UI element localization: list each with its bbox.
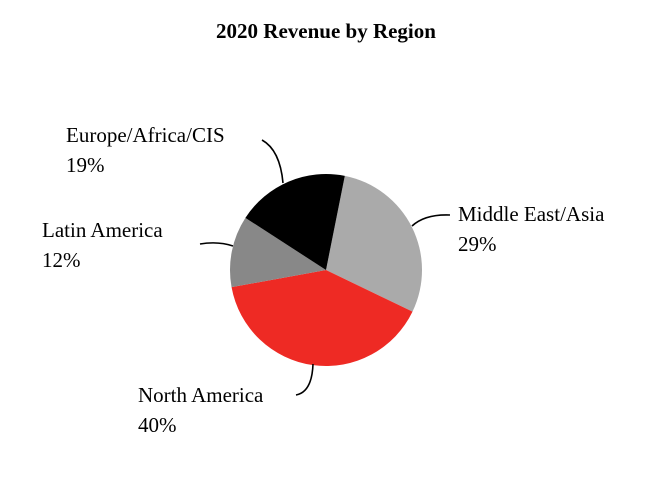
slice-label: North America [138,383,264,407]
slice-value-label: 29% [458,232,497,256]
pie-slice [245,174,345,270]
pie-slice [230,217,326,288]
leader-line [261,139,284,184]
slice-label: Latin America [42,218,163,242]
chart-title: 2020 Revenue by Region [216,19,436,43]
pie-slice [231,270,413,366]
leader-line [295,363,314,396]
slice-label: Europe/Africa/CIS [66,123,225,147]
leader-line [199,242,234,247]
pie-slice [326,175,422,312]
slice-label: Middle East/Asia [458,202,605,226]
slice-value-label: 12% [42,248,81,272]
leader-line [411,214,451,227]
slice-value-label: 19% [66,153,105,177]
slice-value-label: 40% [138,413,177,437]
